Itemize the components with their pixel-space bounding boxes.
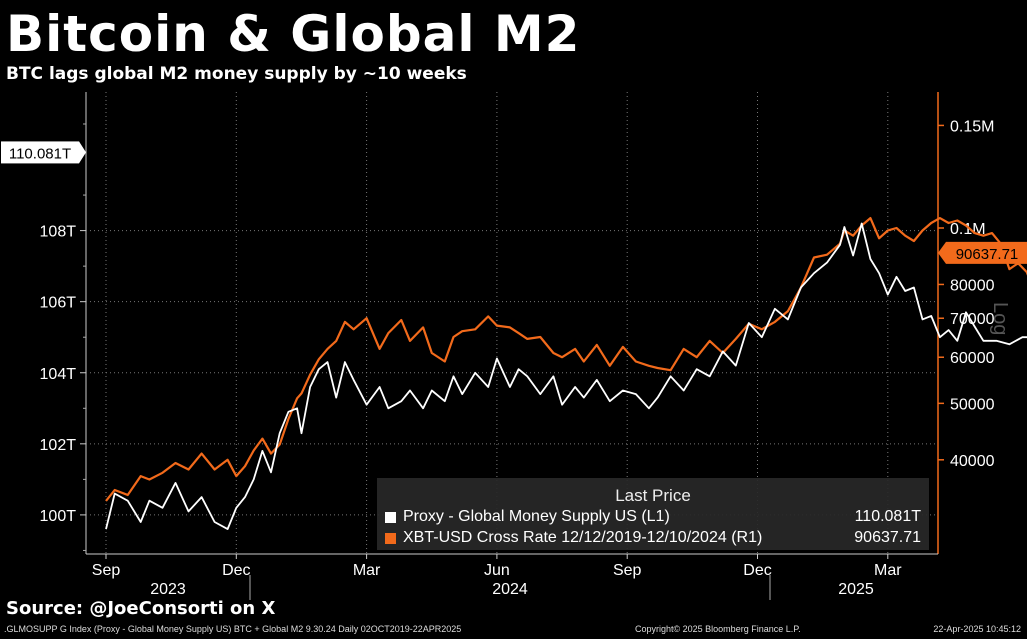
- footer-timestamp: 22-Apr-2025 10:45:12: [933, 624, 1021, 634]
- footer-copyright: Copyright© 2025 Bloomberg Finance L.P.: [635, 624, 801, 634]
- chart-title: Bitcoin & Global M2: [6, 5, 581, 63]
- m2-last-value-text: 110.081T: [9, 145, 71, 162]
- legend-value-m2: 110.081T: [854, 508, 921, 525]
- y-left-tick-label: 100T: [40, 508, 77, 525]
- x-month-label: Mar: [353, 562, 381, 579]
- m2-last-value-tag: [1, 141, 79, 164]
- chart-subtitle: BTC lags global M2 money supply by ~10 w…: [6, 64, 467, 84]
- x-month-label: Mar: [874, 562, 902, 579]
- btc-last-value-tag: [946, 241, 1027, 264]
- btc-last-value-pointer: [938, 241, 946, 264]
- m2-series-line: [105, 222, 1027, 530]
- x-year-label: 2024: [492, 581, 528, 598]
- legend-swatch-m2: [385, 512, 396, 523]
- y-right-tick-label: 0.15M: [950, 118, 994, 135]
- legend-value-btc: 90637.71: [854, 529, 921, 546]
- y-right-tick-label: 40000: [950, 453, 995, 470]
- y-left-tick-label: 102T: [40, 437, 77, 454]
- y-right-tick-label: 50000: [950, 396, 995, 413]
- y-left-tick-label: 106T: [40, 295, 77, 312]
- legend-item-m2: Proxy - Global Money Supply US (L1) 110.…: [385, 508, 921, 528]
- y-right-tick-label: 60000: [950, 350, 995, 367]
- legend-label-btc: XBT-USD Cross Rate 12/12/2019-12/10/2024…: [403, 529, 763, 546]
- legend-label-m2: Proxy - Global Money Supply US (L1): [403, 508, 670, 525]
- x-month-label: Jun: [484, 562, 510, 579]
- footer-ticker: .GLMOSUPP G Index (Proxy - Global Money …: [4, 624, 462, 634]
- y-left-tick-label: 104T: [40, 366, 77, 383]
- y-right-tick-label: 80000: [950, 277, 995, 294]
- legend-box: Last Price Proxy - Global Money Supply U…: [377, 478, 929, 550]
- legend-item-btc: XBT-USD Cross Rate 12/12/2019-12/10/2024…: [385, 529, 921, 549]
- x-year-label: 2025: [838, 581, 874, 598]
- log-scale-label: Log: [989, 302, 1011, 336]
- x-month-label: Dec: [743, 562, 771, 579]
- legend-swatch-btc: [385, 533, 396, 544]
- x-year-label: 2023: [150, 581, 186, 598]
- source-credit: Source: @JoeConsorti on X: [6, 598, 276, 619]
- y-right-tick-label: 70000: [950, 311, 995, 328]
- x-month-label: Sep: [613, 562, 642, 579]
- btc-series-line: [105, 217, 1027, 502]
- y-left-tick-label: 108T: [40, 224, 77, 241]
- x-month-label: Sep: [92, 562, 121, 579]
- m2-last-value-pointer: [79, 141, 86, 164]
- legend-heading: Last Price: [615, 486, 691, 505]
- btc-last-value-text: 90637.71: [956, 246, 1019, 263]
- x-month-label: Dec: [222, 562, 250, 579]
